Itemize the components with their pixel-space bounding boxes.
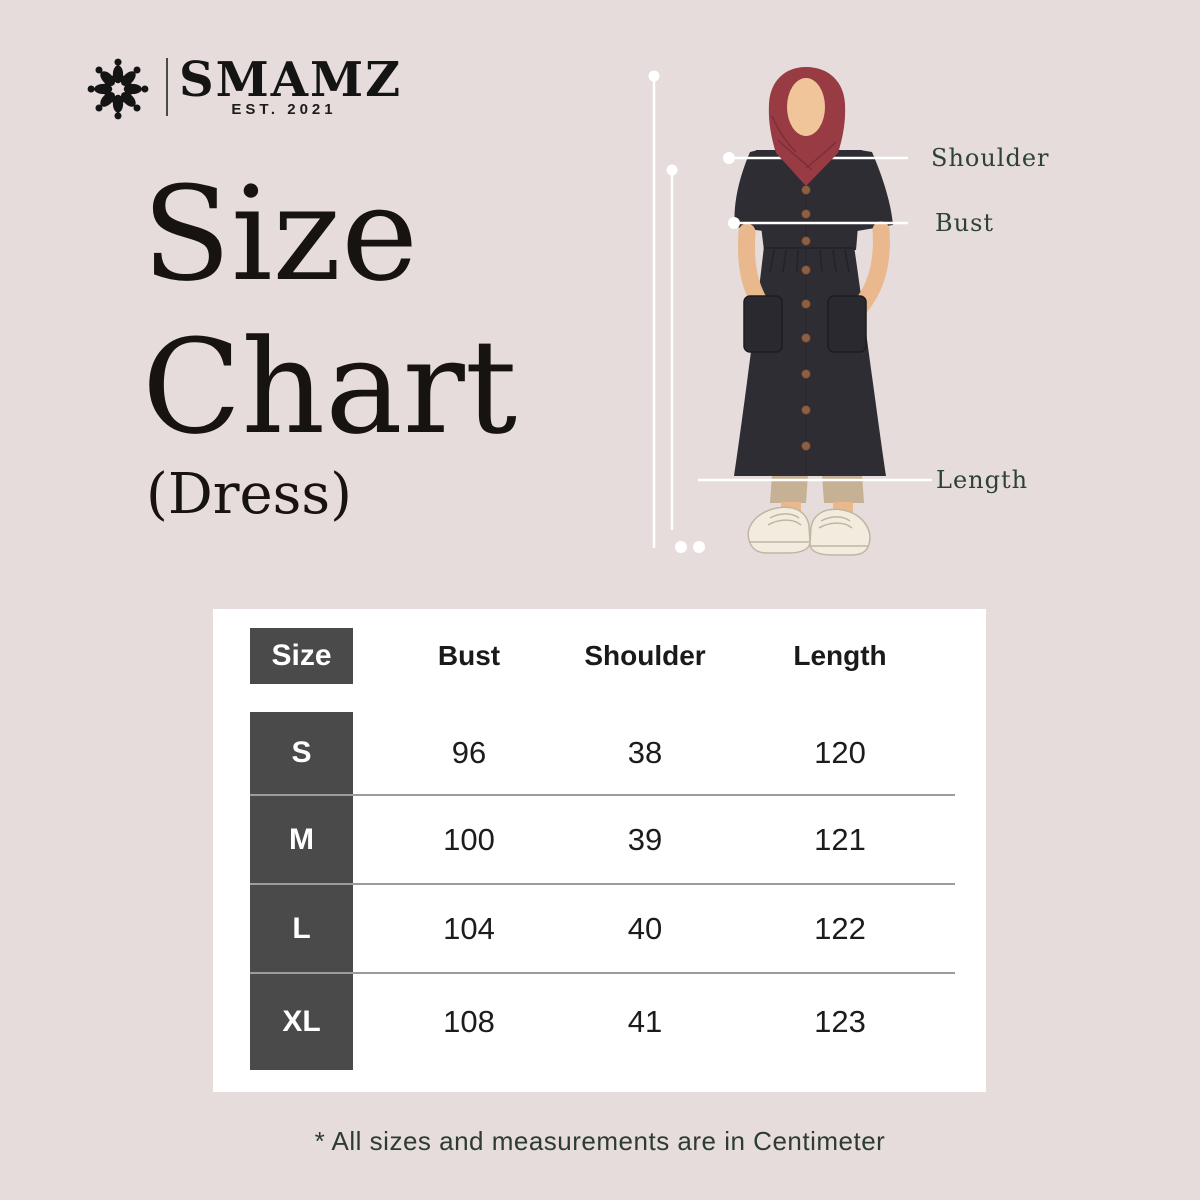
sneaker-details	[750, 513, 868, 547]
bust-value: 96	[451, 735, 487, 770]
shoulder-value: 41	[627, 1004, 663, 1039]
table-row: S 96 38 120	[250, 712, 955, 794]
page-title-line1: Size	[142, 158, 419, 310]
bust-label: Bust	[935, 209, 995, 237]
page-subtitle: (Dress)	[146, 462, 352, 527]
table-row: M 100 39 121	[250, 794, 955, 883]
sneakers	[747, 506, 871, 556]
table-row: L 104 40 122	[250, 883, 955, 972]
pants-and-shoes	[747, 474, 871, 556]
shoulder-value: 38	[627, 735, 663, 770]
brand-name: SMAMZ	[179, 52, 403, 108]
page-title-line2: Chart	[142, 311, 518, 463]
size-cell: L	[250, 885, 353, 972]
logo-divider	[166, 58, 168, 116]
page-title: Size Chart	[142, 158, 517, 464]
size-cell: S	[250, 712, 353, 794]
bust-value: 108	[443, 1004, 495, 1039]
table-row: XL 108 41 123	[250, 972, 955, 1070]
length-value: 123	[814, 1004, 866, 1039]
length-value: 121	[814, 821, 866, 857]
size-cell: M	[250, 796, 353, 883]
length-value: 120	[814, 735, 866, 770]
length-value: 122	[814, 910, 866, 946]
mandala-flower-icon	[87, 58, 149, 120]
shoulder-label: Shoulder	[931, 144, 1050, 172]
brand-established: EST. 2021	[231, 101, 337, 118]
size-cell: XL	[250, 974, 353, 1070]
waist-pleats	[769, 249, 850, 273]
bust-value: 100	[443, 821, 495, 857]
dress-measurement-illustration	[648, 67, 932, 556]
shoulder-value: 39	[627, 821, 663, 857]
column-header-bust: Bust	[437, 640, 501, 671]
column-header-shoulder: Shoulder	[584, 640, 706, 671]
pockets	[743, 295, 867, 353]
hijab-folds	[771, 115, 837, 171]
size-table-rows: S 96 38 120 M 100 39 121 L 104 40 122 XL…	[250, 712, 955, 1070]
face	[787, 78, 825, 136]
hijab-and-face	[768, 67, 846, 186]
vertical-guide-lines	[652, 80, 674, 548]
bust-value: 104	[443, 910, 495, 946]
guide-dots	[648, 70, 705, 553]
shoulder-value: 40	[627, 910, 663, 946]
column-header-size: Size	[250, 628, 353, 684]
size-table-panel: Size Bust Shoulder Length S 96 38 120 M …	[213, 609, 986, 1092]
length-label: Length	[936, 466, 1029, 494]
column-header-length: Length	[793, 640, 887, 671]
units-footnote: * All sizes and measurements are in Cent…	[314, 1126, 886, 1156]
